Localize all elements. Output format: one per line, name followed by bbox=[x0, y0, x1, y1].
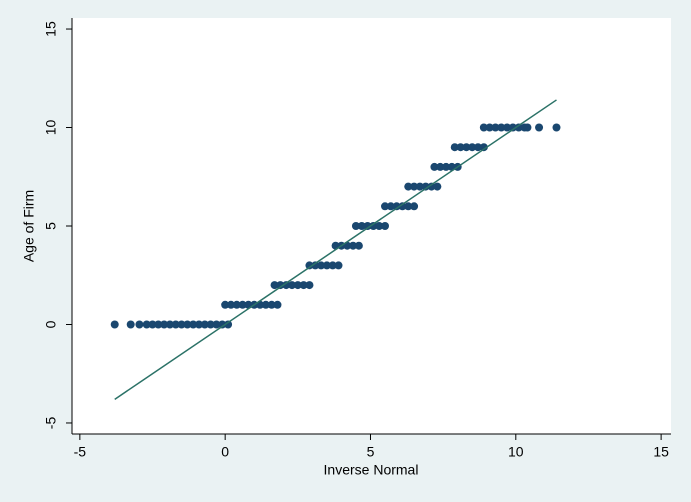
point bbox=[189, 320, 198, 329]
x-axis-title: Inverse Normal bbox=[324, 462, 419, 478]
y-tick-label: 15 bbox=[43, 21, 59, 37]
point bbox=[398, 202, 407, 211]
point bbox=[177, 320, 186, 329]
point bbox=[317, 261, 326, 270]
point bbox=[110, 320, 119, 329]
y-axis-title: Age of Firm bbox=[21, 190, 37, 262]
point bbox=[375, 222, 384, 230]
point bbox=[433, 182, 442, 191]
point bbox=[430, 162, 439, 171]
point bbox=[206, 320, 215, 329]
point bbox=[261, 300, 270, 309]
point bbox=[485, 123, 494, 132]
point bbox=[415, 182, 424, 191]
point bbox=[195, 320, 204, 329]
point bbox=[381, 222, 390, 230]
point bbox=[183, 320, 192, 329]
y-tick-label: 10 bbox=[43, 120, 59, 136]
point bbox=[276, 281, 285, 290]
point bbox=[404, 182, 413, 191]
x-tick-label: -5 bbox=[74, 444, 87, 460]
point bbox=[523, 123, 532, 132]
point bbox=[381, 202, 390, 211]
point bbox=[369, 222, 378, 230]
point bbox=[273, 300, 282, 309]
y-tick-label: 0 bbox=[43, 320, 59, 328]
point bbox=[126, 320, 135, 329]
point bbox=[305, 261, 314, 270]
x-tick-label: 5 bbox=[367, 444, 375, 460]
point bbox=[514, 123, 523, 132]
point bbox=[232, 300, 241, 309]
x-tick-label: 10 bbox=[508, 444, 524, 460]
point bbox=[503, 123, 512, 132]
y-tick-label: -5 bbox=[43, 417, 59, 430]
point bbox=[436, 162, 445, 171]
point bbox=[427, 182, 436, 191]
point bbox=[212, 320, 221, 329]
point bbox=[491, 123, 500, 132]
point bbox=[456, 143, 465, 152]
point bbox=[221, 300, 230, 309]
point bbox=[238, 300, 247, 309]
point bbox=[386, 202, 395, 211]
point bbox=[354, 241, 363, 250]
point bbox=[410, 202, 419, 211]
point bbox=[479, 123, 488, 132]
point bbox=[226, 300, 235, 309]
point bbox=[160, 320, 169, 329]
point bbox=[154, 320, 163, 329]
point bbox=[392, 202, 401, 211]
point bbox=[299, 281, 308, 290]
point bbox=[224, 320, 233, 329]
point bbox=[165, 320, 174, 329]
point bbox=[267, 300, 276, 309]
x-tick-label: 15 bbox=[653, 444, 669, 460]
point bbox=[535, 123, 544, 132]
point bbox=[421, 182, 430, 191]
point bbox=[351, 222, 360, 230]
point bbox=[142, 320, 151, 329]
point bbox=[450, 143, 459, 152]
point bbox=[404, 202, 413, 211]
point bbox=[200, 320, 209, 329]
x-tick-label: 0 bbox=[221, 444, 229, 460]
point bbox=[311, 261, 320, 270]
point bbox=[349, 241, 358, 250]
point bbox=[462, 143, 471, 152]
point bbox=[357, 222, 366, 230]
point bbox=[293, 281, 302, 290]
point bbox=[468, 143, 477, 152]
point bbox=[218, 320, 227, 329]
y-tick-label: 5 bbox=[43, 222, 59, 230]
point bbox=[135, 320, 144, 329]
point bbox=[474, 143, 483, 152]
point bbox=[479, 143, 488, 152]
point bbox=[148, 320, 157, 329]
point bbox=[171, 320, 180, 329]
point bbox=[497, 123, 506, 132]
fit-line bbox=[114, 99, 557, 400]
point bbox=[363, 222, 372, 230]
point bbox=[552, 123, 561, 132]
point bbox=[270, 281, 279, 290]
point bbox=[334, 261, 343, 270]
point bbox=[305, 281, 314, 290]
point bbox=[322, 261, 331, 270]
point bbox=[508, 123, 517, 132]
point bbox=[328, 261, 337, 270]
point bbox=[288, 281, 297, 290]
point bbox=[410, 182, 419, 191]
point bbox=[442, 162, 451, 171]
point bbox=[282, 281, 291, 290]
